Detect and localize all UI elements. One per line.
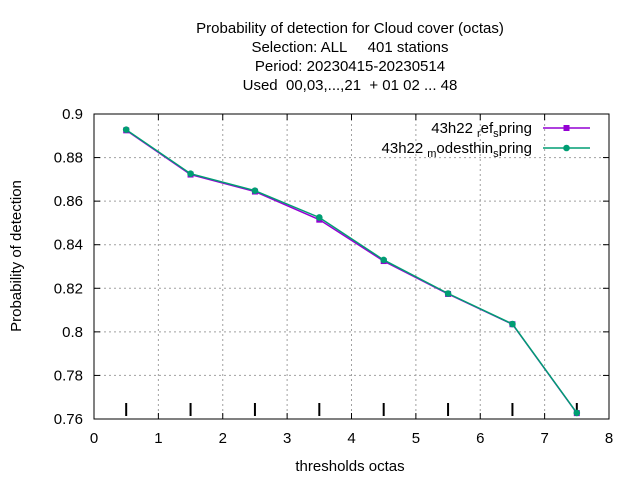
legend-marker [563,144,570,152]
series-2-point [444,290,452,297]
legend-entry-1: 43h22 refspring [431,120,590,140]
series-2-point [509,320,516,328]
grid [94,114,609,419]
legend-label-part: 43h22 [431,120,473,137]
y-axis-ticks: 0.76 0.78 0.8 0.82 0.84 0.86 0.88 0.9 [54,106,609,428]
x-axis-label: thresholds octas [295,458,404,475]
legend-label-part: odesthin [436,140,493,157]
legend-entry-2: 43h22 modesthinspring [382,140,590,160]
title-line-2: Selection: ALL 401 stations [251,39,448,56]
x-axis-ticks: 0 1 2 3 4 5 6 7 8 [90,114,613,447]
series-2 [122,126,581,417]
legend-label-part: r [477,128,481,140]
y-tick-label: 0.88 [54,150,83,167]
y-tick-label: 0.9 [62,106,83,123]
y-tick-label: 0.78 [54,367,83,384]
series-2-point [573,409,581,417]
x-tick-label: 0 [90,430,98,447]
series-2-point [251,187,259,194]
legend-marker [563,125,570,131]
x-tick-label: 8 [605,430,613,447]
x-tick-label: 4 [347,430,355,447]
legend-label-part: m [427,148,436,160]
y-tick-label: 0.82 [54,280,83,297]
y-tick-label: 0.76 [54,411,83,428]
y-axis-label: Probability of detection [8,180,25,332]
legend-label: 43h22 refspring [431,120,532,140]
y-tick-label: 0.86 [54,193,83,210]
title-line-4: Used 00,03,...,21 + 01 02 ... 48 [243,77,458,94]
legend-label-part: ef [481,120,494,137]
x-tick-label: 1 [154,430,162,447]
x-tick-label: 6 [476,430,484,447]
title-line-3: Period: 20230415-20230514 [255,58,445,75]
series-2-line [125,129,578,414]
x-tick-label: 5 [412,430,420,447]
x-tick-label: 3 [283,430,291,447]
bottom-tick-marks [125,403,578,416]
y-tick-label: 0.84 [54,237,83,254]
x-tick-label: 2 [219,430,227,447]
series-layer [122,126,581,417]
legend-label-part: pring [499,120,532,137]
y-tick-label: 0.8 [62,324,83,341]
series-2-point [187,170,194,177]
legend-label-part: s [493,148,499,160]
series-2-point [380,256,387,264]
legend-label-part: 43h22 [382,140,424,157]
chart-title: Probability of detection for Cloud cover… [196,20,504,94]
legend-label-part: s [493,128,499,140]
series-2-point [316,214,323,221]
title-line-1: Probability of detection for Cloud cover… [196,20,504,37]
legend-label: 43h22 modesthinspring [382,140,532,160]
legend-label-part: pring [499,140,532,157]
series-2-point [122,126,130,133]
x-tick-label: 7 [540,430,548,447]
